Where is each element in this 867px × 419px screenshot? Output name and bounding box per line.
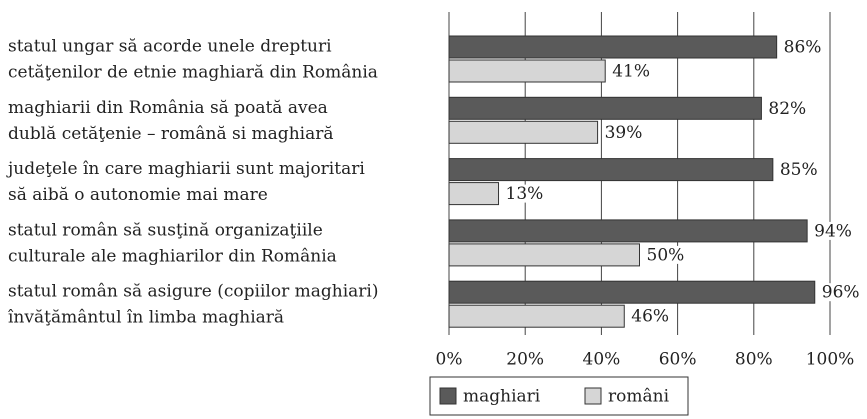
legend-label: români [608,387,670,407]
bar [448,59,606,83]
value-label-bg [766,99,805,118]
x-tick-label: 80% [735,350,773,370]
legend-swatch [439,387,457,405]
bar [448,182,500,206]
category-label: dublă cetăţenie – română si maghiară [8,124,333,144]
value-label: 46% [631,307,669,327]
value-label: 50% [647,245,685,265]
value-label-bg [777,160,816,179]
category-label: să aibă o autonomie mai mare [8,185,268,205]
category-label: culturale ale maghiarilor din România [8,246,337,266]
value-label-bg [503,184,542,203]
category-label: judeţele în care maghiarii sunt majorita… [6,159,365,179]
value-label: 96% [822,283,860,303]
value-label-bg [644,245,683,264]
value-label-bg [812,221,851,240]
x-tick-label: 40% [583,350,621,370]
value-label-bg [819,283,858,302]
legend-label: maghiari [463,387,541,407]
x-tick-label: 20% [506,350,544,370]
value-label: 39% [605,123,643,143]
bar [448,219,808,243]
value-label: 85% [780,160,818,180]
bar [448,35,778,59]
value-label-bg [781,38,820,56]
value-label: 94% [814,221,852,241]
bar [448,243,640,267]
value-label-bg [610,62,649,80]
value-label: 82% [768,99,806,119]
value-label: 41% [612,62,650,82]
bar [448,96,762,120]
x-tick-label: 0% [436,350,463,370]
x-tick-label: 60% [659,350,697,370]
bar [448,280,816,304]
value-label-bg [602,123,641,142]
value-label-bg [629,307,668,326]
bar [448,304,625,328]
category-label: statul ungar să acorde unele drepturi [8,37,332,57]
bar [448,158,774,182]
category-label: cetăţenilor de etnie maghiară din Români… [8,63,378,83]
category-label: statul român să susţină organizaţiile [8,220,323,240]
value-label: 13% [506,184,544,204]
value-label: 86% [784,38,822,58]
x-tick-label: 100% [806,350,855,370]
category-label: statul român să asigure (copiilor maghia… [8,282,378,302]
bar [448,120,599,144]
category-label: învăţământul în limba maghiară [8,308,284,328]
legend-box [429,376,689,416]
legend-swatch [584,387,602,405]
category-label: maghiarii din România să poată avea [8,98,328,118]
